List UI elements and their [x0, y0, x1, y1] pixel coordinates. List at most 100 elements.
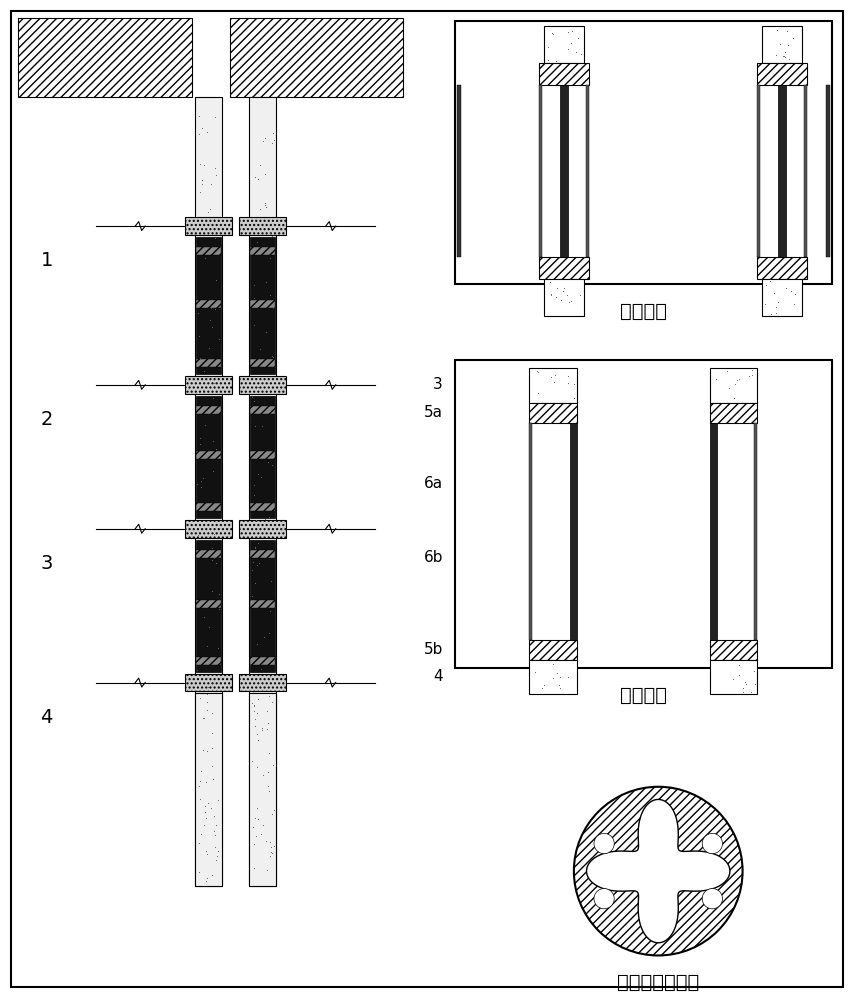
Point: [777, 49, 791, 65]
Bar: [239, 376, 286, 394]
Point: [205, 725, 218, 741]
Circle shape: [594, 889, 613, 909]
Point: [193, 184, 206, 200]
Point: [198, 417, 212, 433]
Bar: [195, 540, 220, 672]
Point: [208, 852, 222, 868]
Point: [265, 125, 279, 141]
Bar: [709, 423, 716, 640]
Point: [207, 808, 221, 824]
Point: [719, 363, 733, 379]
Point: [246, 554, 259, 570]
Bar: [195, 600, 220, 608]
Point: [194, 826, 207, 842]
Point: [552, 677, 566, 693]
Point: [207, 211, 221, 227]
Point: [545, 656, 559, 672]
Point: [744, 362, 757, 378]
Point: [247, 540, 261, 556]
Point: [261, 778, 275, 794]
Point: [247, 718, 261, 734]
Point: [264, 228, 278, 244]
Point: [205, 540, 218, 556]
Point: [202, 312, 216, 328]
Point: [196, 470, 210, 486]
Bar: [250, 451, 275, 459]
Text: 加载钒板尺面图: 加载钒板尺面图: [617, 973, 699, 992]
Point: [259, 862, 273, 878]
Point: [263, 225, 276, 241]
Point: [544, 286, 558, 302]
Point: [552, 680, 566, 696]
Bar: [239, 674, 286, 691]
Point: [263, 834, 276, 850]
Point: [770, 294, 784, 310]
Point: [264, 135, 278, 151]
Point: [530, 363, 543, 379]
Bar: [249, 693, 276, 886]
Bar: [585, 85, 588, 257]
Bar: [757, 63, 806, 85]
Point: [258, 324, 272, 340]
Point: [252, 171, 265, 187]
Point: [546, 26, 560, 42]
Point: [540, 52, 554, 68]
Bar: [538, 257, 588, 279]
Bar: [229, 18, 403, 97]
Point: [191, 656, 205, 672]
Bar: [250, 247, 275, 255]
Point: [261, 454, 275, 470]
Bar: [456, 85, 461, 257]
Point: [560, 41, 574, 57]
Point: [200, 694, 213, 710]
Circle shape: [701, 833, 722, 854]
Point: [207, 839, 221, 855]
Point: [190, 662, 204, 678]
Point: [211, 792, 224, 808]
Point: [259, 721, 273, 737]
Point: [190, 476, 204, 492]
Point: [247, 810, 261, 826]
Point: [203, 201, 217, 217]
Point: [567, 390, 581, 406]
Text: 套筒闭合: 套筒闭合: [619, 301, 666, 320]
Point: [541, 39, 554, 55]
Point: [251, 379, 264, 395]
Point: [205, 758, 218, 774]
Point: [205, 552, 218, 568]
Point: [245, 695, 258, 711]
Point: [192, 108, 206, 124]
Bar: [543, 279, 583, 316]
Point: [206, 433, 220, 449]
Point: [250, 636, 264, 652]
Point: [251, 691, 264, 707]
Point: [209, 167, 223, 183]
Point: [247, 317, 260, 333]
Point: [197, 363, 211, 379]
Point: [560, 375, 574, 391]
Point: [192, 778, 206, 794]
Point: [211, 640, 224, 656]
Point: [247, 697, 260, 713]
Text: 2: 2: [40, 410, 53, 429]
Point: [207, 160, 221, 176]
Point: [262, 625, 276, 641]
Point: [247, 836, 260, 852]
Point: [202, 340, 216, 356]
Point: [777, 44, 791, 60]
Point: [199, 843, 212, 859]
Point: [545, 670, 559, 686]
Point: [252, 535, 265, 551]
Point: [543, 287, 557, 303]
Bar: [250, 657, 275, 665]
Bar: [709, 368, 757, 403]
Point: [249, 512, 263, 528]
Point: [261, 715, 275, 731]
Point: [197, 817, 211, 833]
Point: [544, 25, 558, 41]
Point: [247, 593, 261, 609]
Point: [725, 671, 739, 687]
Point: [194, 479, 207, 495]
Point: [250, 557, 264, 573]
Point: [722, 380, 735, 396]
